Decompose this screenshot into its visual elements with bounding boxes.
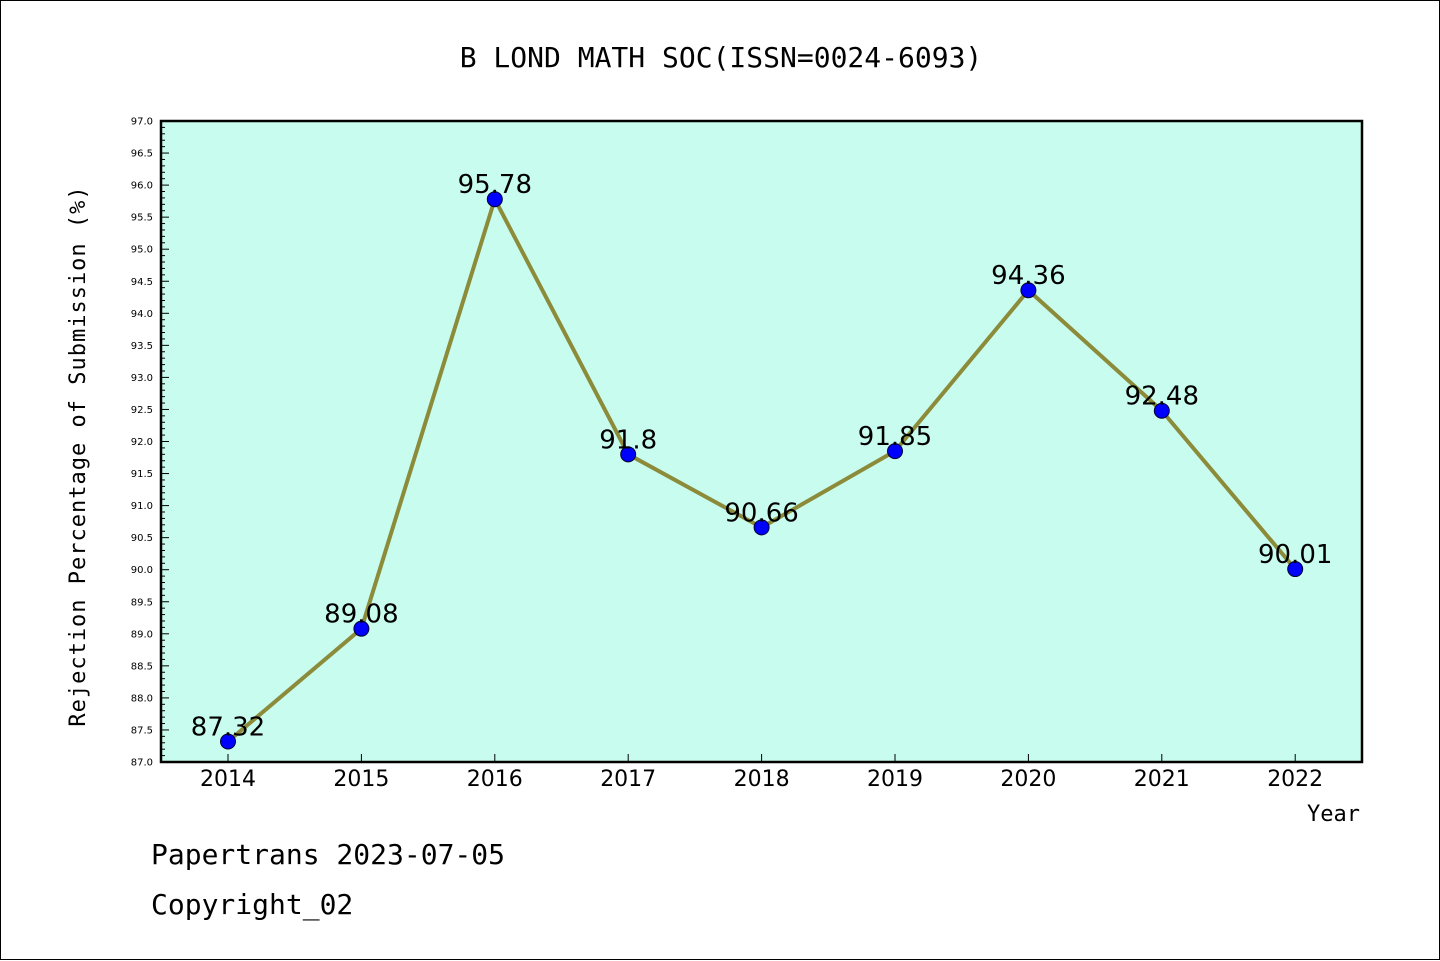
data-point (620, 446, 637, 463)
plot-border (159, 119, 1364, 764)
data-point (220, 733, 236, 750)
footer-date: Papertrans 2023-07-05 (151, 838, 505, 871)
x-axis-label: Year (1307, 802, 1360, 827)
x-tick-label: 2022 (1267, 767, 1323, 792)
data-label: 90.01 (1258, 540, 1332, 570)
x-axis: 2014 2015 2016 2017 2018 2019 2020 2021 2022 (200, 754, 1323, 792)
data-label: 91.8 (599, 425, 657, 455)
y-tick-label: 93.5 (131, 341, 153, 352)
y-tick-label: 95.0 (131, 245, 153, 256)
data-labels: 87.32 89.08 95.78 91.8 90.66 91.85 94.36 92.48 9… (191, 170, 1333, 742)
y-tick-label: 93.0 (131, 373, 153, 384)
x-tick-label: 2018 (734, 767, 790, 792)
y-tick-label: 94.5 (131, 277, 153, 288)
x-tick-label: 2021 (1134, 767, 1190, 792)
y-axis-label: Rejection Percentage of Submission (%) (66, 185, 91, 726)
data-point (1153, 402, 1170, 419)
y-tick-label: 92.0 (131, 437, 153, 448)
footer-copyright: Copyright_02 (151, 888, 353, 922)
data-label: 92.48 (1125, 382, 1199, 412)
chart-title: B LOND MATH SOC(ISSN=0024-6093) (460, 41, 983, 74)
data-point (887, 443, 903, 460)
y-tick-label: 89.0 (131, 629, 153, 640)
y-tick-label: 90.5 (131, 533, 153, 544)
y-tick-label: 88.5 (131, 661, 153, 672)
y-tick-label: 95.5 (131, 213, 153, 224)
x-tick-label: 2017 (600, 767, 656, 792)
data-point (353, 620, 370, 637)
x-tick-label: 2015 (333, 767, 389, 792)
data-label: 91.85 (858, 422, 932, 452)
x-tick-label: 2014 (200, 767, 256, 792)
y-tick-label: 94.0 (131, 309, 153, 320)
x-tick-label: 2016 (467, 767, 523, 792)
data-label: 90.66 (724, 498, 798, 528)
data-label: 95.78 (458, 170, 532, 200)
y-tick-label: 91.0 (131, 501, 153, 512)
y-tick-label: 97.0 (131, 117, 153, 128)
data-point (1287, 561, 1304, 578)
y-tick-label: 87.0 (131, 758, 153, 769)
y-tick-label: 88.0 (131, 693, 153, 704)
data-point (1020, 282, 1037, 299)
y-tick-label: 89.5 (131, 597, 153, 608)
data-label: 94.36 (991, 261, 1065, 291)
x-tick-label: 2020 (1000, 767, 1056, 792)
data-label: 87.32 (191, 712, 265, 742)
y-tick-label: 87.5 (131, 725, 153, 736)
y-tick-label: 96.0 (131, 181, 153, 192)
y-tick-label: 91.5 (131, 469, 153, 480)
data-point (486, 191, 503, 208)
y-tick-label: 96.5 (131, 149, 153, 160)
data-point (753, 519, 770, 536)
y-tick-label: 90.0 (131, 565, 153, 576)
series-points (220, 191, 1304, 750)
x-tick-label: 2019 (867, 767, 923, 792)
data-label: 89.08 (324, 600, 398, 630)
plot-area (161, 121, 1362, 762)
y-axis: 87.0 87.5 88.0 88.5 89.0 89.5 90.0 90.5 91.0 91.5… (131, 117, 169, 769)
y-tick-label: 92.5 (131, 405, 153, 416)
